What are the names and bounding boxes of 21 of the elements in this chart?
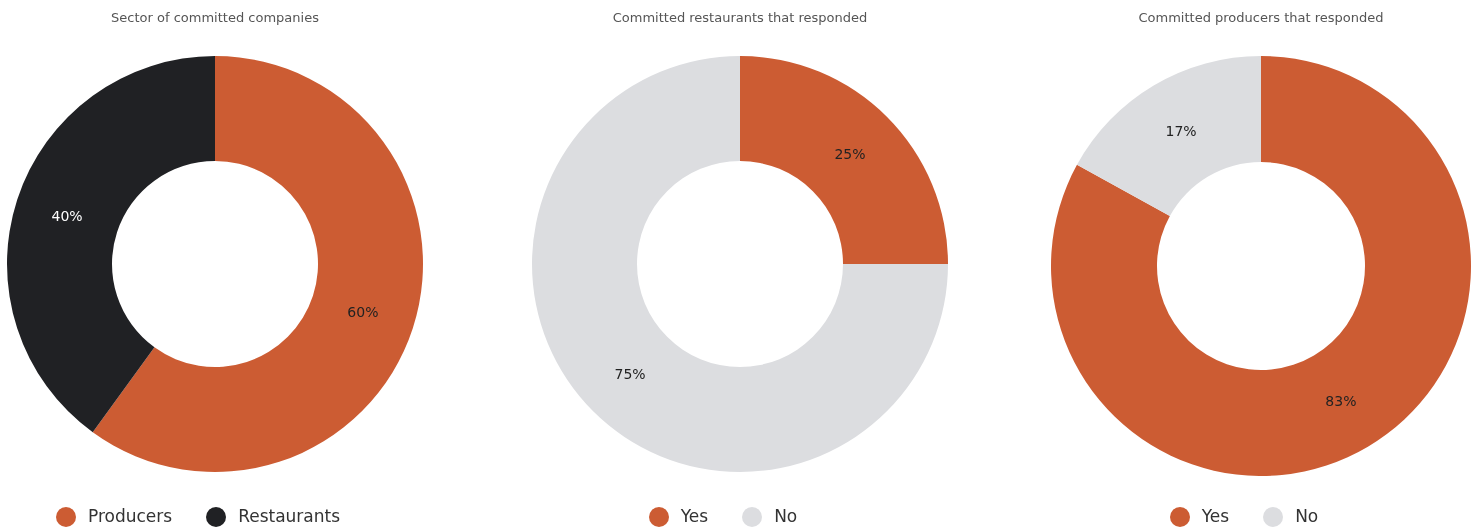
data-label: 17% [1165, 122, 1197, 139]
legend-label: Yes [1201, 506, 1230, 526]
donut-slice [1051, 56, 1471, 476]
donut-slice [7, 56, 215, 433]
data-label: 40% [51, 207, 83, 224]
donut-slice [92, 56, 423, 472]
legend-label: Restaurants [238, 506, 341, 526]
legend-label: No [1295, 506, 1319, 526]
chart-title: Committed producers that responded [1137, 10, 1385, 25]
donut-slice [1076, 56, 1261, 216]
data-label: 75% [614, 365, 646, 382]
chart-title: Sector of committed companies [110, 10, 320, 25]
legend-label: No [774, 506, 798, 526]
legend-label: Yes [680, 506, 709, 526]
donut-slice [532, 56, 948, 472]
data-label: 83% [1325, 393, 1357, 410]
data-label: 25% [834, 146, 866, 163]
donut-slice [740, 56, 948, 264]
legend-label: Producers [87, 506, 173, 526]
data-label: 60% [347, 304, 379, 321]
chart-title: Committed restaurants that responded [611, 10, 869, 25]
